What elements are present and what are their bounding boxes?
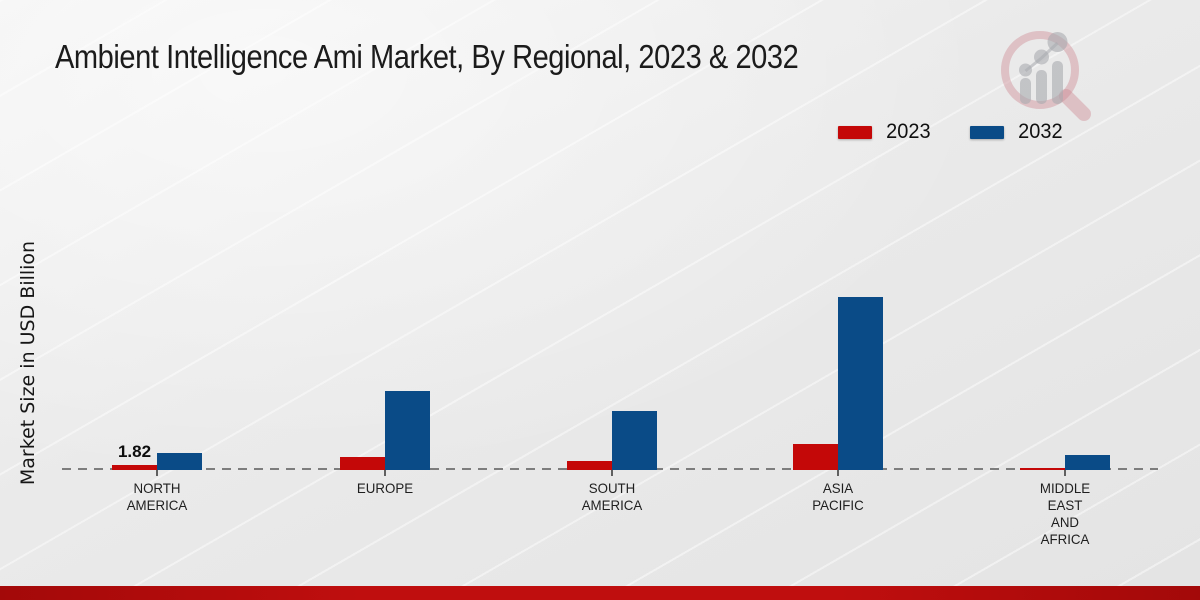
data-label-2023-north-america: 1.82: [117, 442, 152, 461]
category-label-asia-pacific: ASIA PACIFIC: [812, 480, 864, 513]
bar-2032-middle-east-and-africa: [1065, 455, 1110, 470]
legend-item-2032: 2032: [969, 120, 1064, 144]
market-research-future-watermark: [988, 24, 1098, 124]
bar-2023-europe: [340, 457, 385, 470]
legend-label-2032: 2032: [1017, 120, 1063, 143]
legend: 2023 2032: [838, 120, 1063, 144]
legend-swatch-2023: [838, 125, 872, 139]
bar-2023-north-america: [112, 465, 157, 470]
chart-title: Ambient Intelligence Ami Market, By Regi…: [55, 38, 799, 75]
bar-2023-middle-east-and-africa: [1020, 468, 1065, 470]
magnifier-bar-chart-logo-icon: [1001, 31, 1091, 121]
bar-2032-south-america: [612, 411, 657, 470]
category-label-north-america: NORTH AMERICA: [126, 480, 188, 513]
category-label-south-america: SOUTH AMERICA: [581, 480, 643, 513]
footer-bar: [0, 586, 1200, 600]
legend-swatch-2032: [969, 125, 1004, 139]
x-axis-tick-asia-pacific: [837, 470, 839, 476]
category-label-middle-east-and-africa: MIDDLE EAST AND AFRICA: [1039, 480, 1091, 547]
bar-2032-europe: [385, 391, 430, 470]
x-axis-tick-south-america: [611, 470, 613, 476]
legend-item-2023: 2023: [838, 120, 932, 144]
legend-label-2023: 2023: [886, 120, 931, 143]
x-axis-tick-europe: [384, 470, 386, 476]
x-axis-tick-north-america: [156, 470, 158, 476]
category-label-europe: EUROPE: [356, 480, 414, 496]
x-axis-tick-middle-east-and-africa: [1064, 470, 1066, 476]
bar-2023-asia-pacific: [793, 444, 838, 470]
bar-2023-south-america: [567, 461, 612, 470]
bar-2032-asia-pacific: [838, 297, 883, 470]
bar-2032-north-america: [157, 453, 202, 470]
